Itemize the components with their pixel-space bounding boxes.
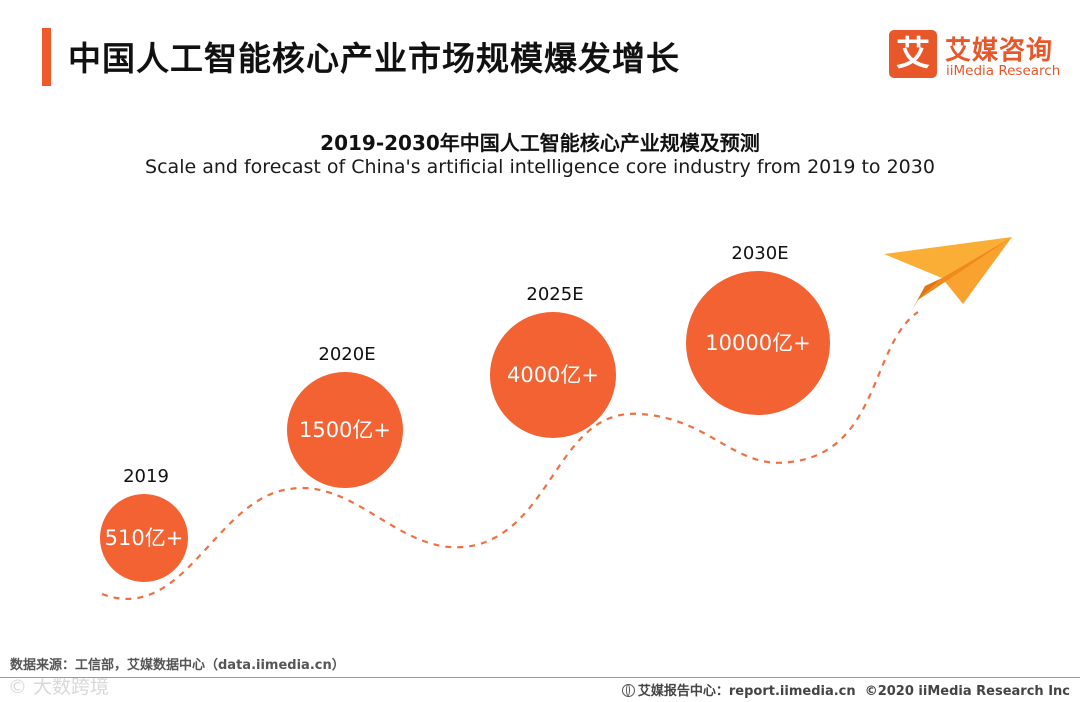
bubbles-layer: 510亿+ 2019 1500亿+ 2020E 4000亿+ 2025E 10000亿+ 20…	[100, 243, 830, 582]
page-title: 中国人工智能核心产业市场规模爆发增长	[68, 39, 680, 78]
bubble-value-label: 10000亿+	[705, 331, 810, 355]
report-center-link[interactable]: 艾媒报告中心：report.iimedia.cn	[637, 684, 856, 699]
year-label: 2030E	[731, 243, 788, 264]
copyright: ©2020 iiMedia Research Inc	[864, 684, 1070, 699]
chart-subtitle: Scale and forecast of China's artificial…	[145, 156, 935, 178]
chart-title: 2019-2030年中国人工智能核心产业规模及预测	[320, 131, 760, 155]
year-label: 2020E	[318, 344, 375, 365]
footer-credits: 艾媒报告中心：report.iimedia.cn ©2020 iiMedia R…	[621, 680, 1070, 699]
paper-plane-icon	[884, 237, 1012, 310]
globe-icon	[621, 684, 635, 697]
logo-name-en: iiMedia Research	[946, 63, 1061, 79]
data-source-note: 数据来源：工信部，艾媒数据中心（data.iimedia.cn）	[10, 658, 345, 673]
bubble-value-label: 510亿+	[105, 526, 184, 550]
year-label: 2025E	[526, 284, 583, 305]
logo-mark: 艾	[889, 30, 937, 78]
bubble-value-label: 4000亿+	[507, 363, 599, 387]
bubble-2025e	[490, 312, 616, 438]
logo-name-cn: 艾媒咨询	[945, 36, 1054, 66]
bubble-2020e	[287, 372, 403, 488]
bubble-value-label: 1500亿+	[299, 418, 391, 442]
bubble-2019	[100, 494, 188, 582]
watermark: © 大数跨境	[8, 676, 110, 698]
year-label: 2019	[123, 466, 169, 487]
footer-divider	[0, 677, 1080, 678]
title-accent-bar	[42, 28, 51, 86]
bubble-2030e	[686, 271, 830, 415]
brand-logo: 艾 艾媒咨询 iiMedia Research	[889, 30, 1069, 82]
growth-trend-line	[101, 311, 919, 600]
